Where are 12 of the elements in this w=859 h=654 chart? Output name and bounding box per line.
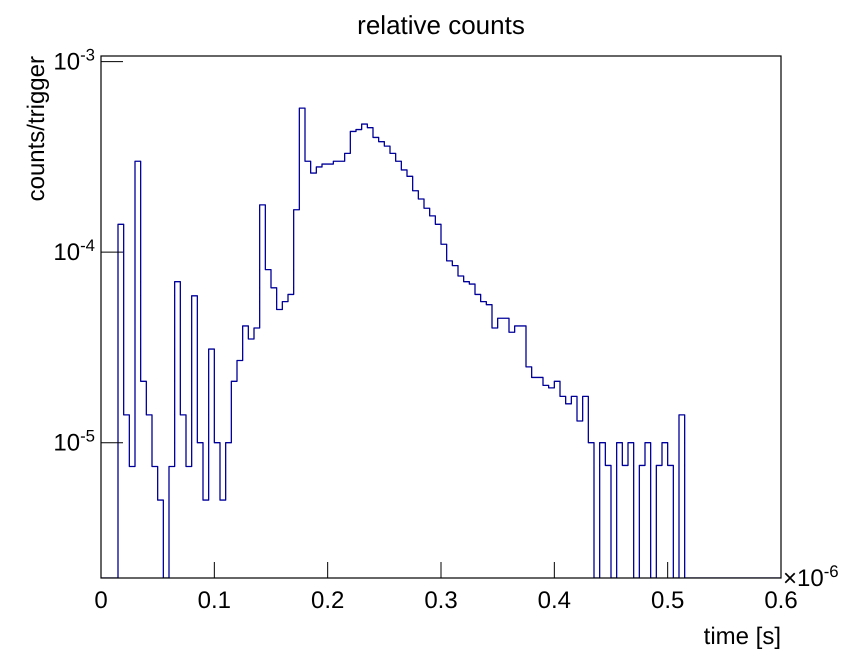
x-tick-label: 0 (94, 587, 108, 614)
x-tick-label: 0.4 (538, 587, 572, 614)
x-tick-label: 0.1 (198, 587, 232, 614)
x-axis-title: time [s] (704, 623, 781, 650)
x-tick-label: 0.3 (424, 587, 458, 614)
y-tick-label: 10$^{-3}$ (53, 45, 95, 76)
x-tick-label: 0.5 (650, 587, 684, 614)
y-tick-label: 10$^{-4}$ (53, 236, 95, 266)
y-axis-title: counts/trigger (23, 56, 50, 202)
y-tick-label: 10$^{-5}$ (53, 426, 95, 457)
chart-title: relative counts (357, 10, 525, 40)
x-tick-label: 0.2 (310, 587, 344, 614)
